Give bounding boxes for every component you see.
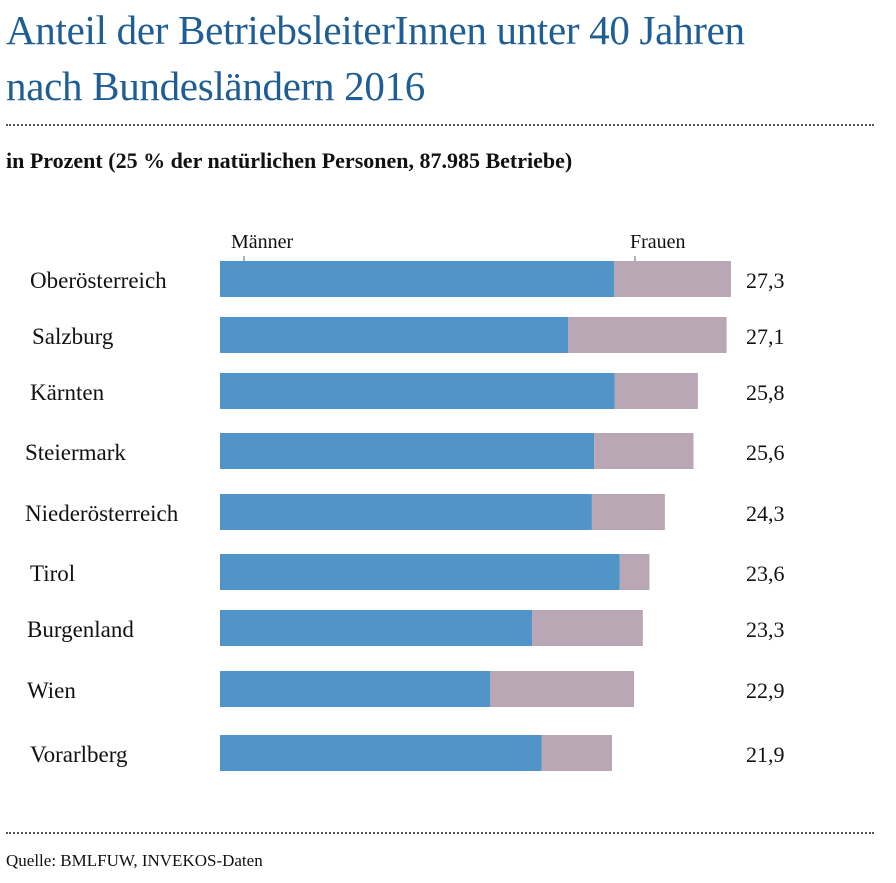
bar-maenner (220, 735, 542, 771)
value-label: 27,3 (746, 268, 785, 293)
bar-maenner (220, 261, 614, 297)
bar-maenner (220, 494, 592, 530)
value-label: 21,9 (746, 742, 785, 767)
category-label: Burgenland (27, 617, 134, 642)
category-label: Steiermark (25, 440, 126, 465)
bar-row: Steiermark 25,6 (25, 433, 785, 469)
bar-maenner (220, 433, 595, 469)
bar-row: Oberösterreich 27,3 (30, 261, 785, 297)
category-label: Wien (27, 678, 76, 703)
category-label: Kärnten (30, 380, 105, 405)
bar-row: Tirol 23,6 (30, 554, 785, 590)
value-label: 25,6 (746, 440, 785, 465)
value-label: 25,8 (746, 380, 785, 405)
bar-row: Niederösterreich 24,3 (25, 494, 785, 530)
bar-frauen (619, 554, 650, 590)
bar-frauen (568, 317, 727, 353)
value-label: 23,3 (746, 617, 785, 642)
top-divider (6, 124, 874, 126)
bar-frauen (614, 373, 698, 409)
bar-maenner (220, 554, 620, 590)
source-note: Quelle: BMLFUW, INVEKOS-Daten (6, 851, 263, 870)
category-label: Vorarlberg (30, 742, 128, 767)
chart-subtitle: in Prozent (25 % der natürlichen Persone… (6, 148, 573, 173)
bar-frauen (532, 610, 643, 646)
bar-maenner (220, 610, 533, 646)
category-label: Niederösterreich (25, 501, 179, 526)
value-label: 22,9 (746, 678, 785, 703)
bar-frauen (541, 735, 612, 771)
bar-row: Wien 22,9 (27, 671, 785, 707)
bar-maenner (220, 373, 615, 409)
bar-chart: Männer Frauen Oberösterreich 27,3 Salzburg… (25, 231, 785, 771)
title-line-1: Anteil der BetriebsleiterInnen unter 40 … (6, 7, 745, 53)
bar-row: Vorarlberg 21,9 (30, 735, 785, 771)
legend-maenner: Männer (231, 231, 294, 253)
bar-frauen (613, 261, 731, 297)
bar-row: Burgenland 23,3 (27, 610, 785, 646)
bar-row: Kärnten 25,8 (30, 373, 785, 409)
bar-frauen (490, 671, 635, 707)
value-label: 27,1 (746, 324, 785, 349)
bar-frauen (594, 433, 694, 469)
value-label: 23,6 (746, 561, 785, 586)
category-label: Oberösterreich (30, 268, 167, 293)
category-label: Salzburg (32, 324, 114, 349)
legend-frauen: Frauen (630, 231, 686, 253)
bar-row: Salzburg 27,1 (32, 317, 785, 353)
chart-title: Anteil der BetriebsleiterInnen unter 40 … (6, 2, 890, 114)
bar-maenner (220, 671, 491, 707)
bottom-divider (6, 832, 874, 834)
value-label: 24,3 (746, 501, 785, 526)
title-line-2: nach Bundesländern 2016 (6, 63, 425, 109)
bar-maenner (220, 317, 569, 353)
bar-frauen (591, 494, 665, 530)
category-label: Tirol (30, 561, 75, 586)
